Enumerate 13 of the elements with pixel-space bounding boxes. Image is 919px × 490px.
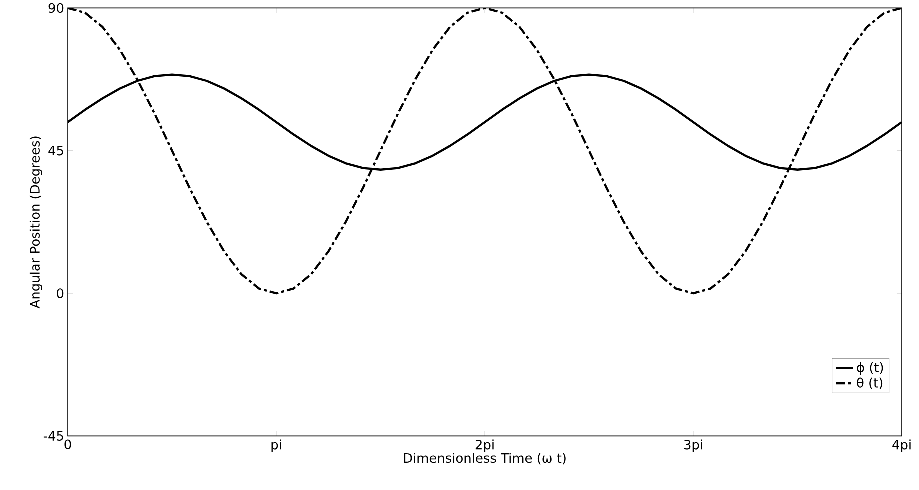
y-axis-title: Angular Position (Degrees): [30, 136, 42, 309]
y-tick-label: 45: [48, 146, 64, 156]
legend-label: θ (t): [857, 378, 883, 390]
x-tick-label: 4pi: [892, 440, 911, 452]
x-tick-label: pi: [272, 440, 282, 452]
y-tick-label: -45: [44, 431, 64, 441]
legend-label: ϕ (t): [857, 362, 884, 375]
y-tick-label: 0: [57, 288, 64, 298]
x-tick-label: 3pi: [684, 440, 702, 452]
x-tick-label: 0: [64, 440, 72, 450]
x-tick-label: 2pi: [476, 440, 494, 452]
y-tick-label: 90: [48, 3, 64, 14]
x-axis-title: Dimensionless Time (ω t): [404, 453, 566, 465]
